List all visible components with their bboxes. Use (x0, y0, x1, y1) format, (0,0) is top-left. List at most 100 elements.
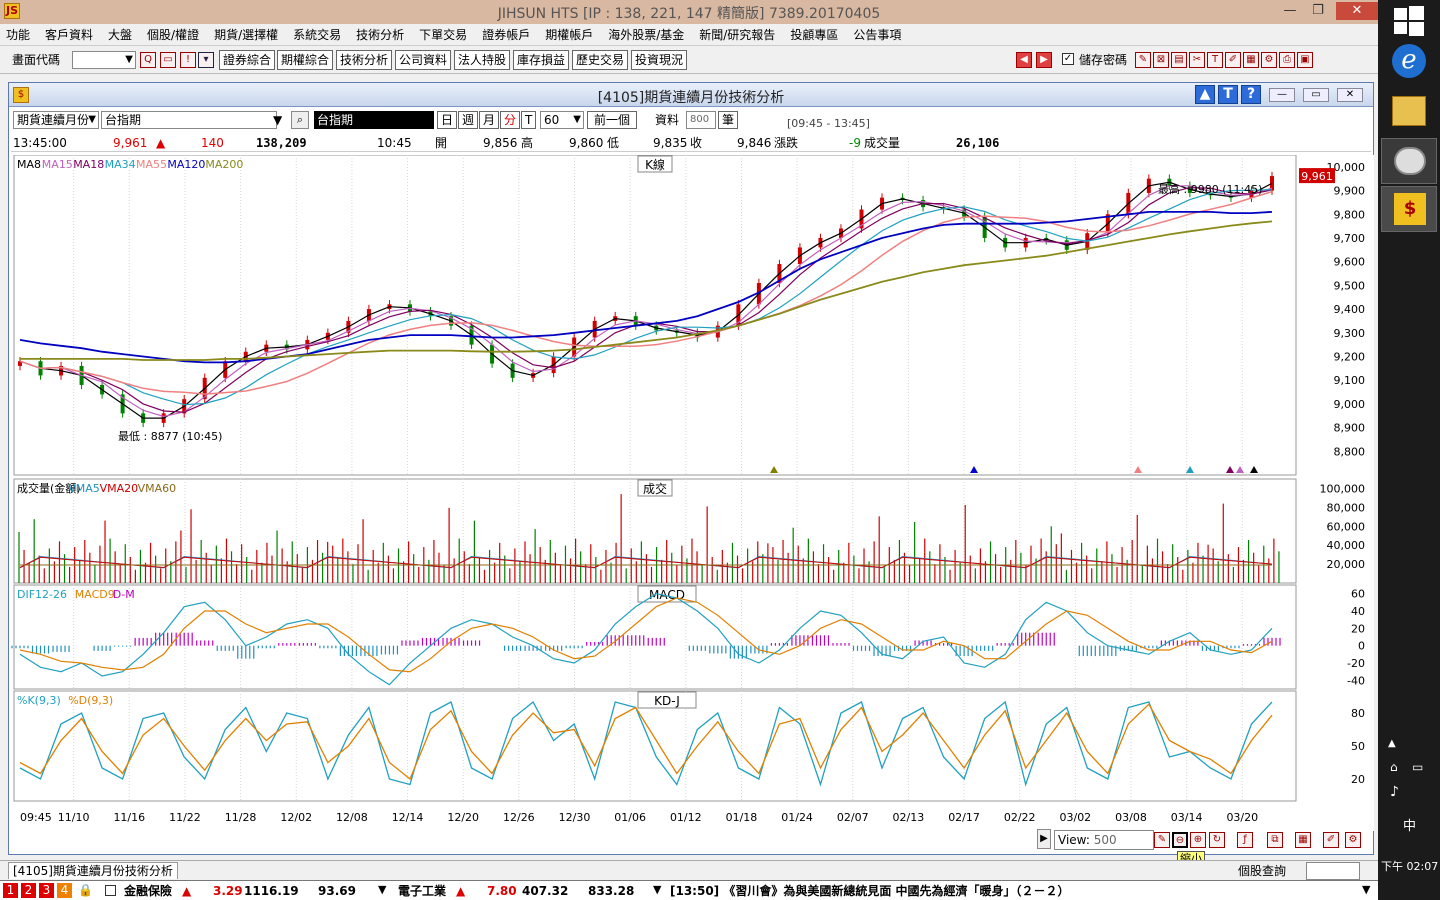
magnifier-icon[interactable]: ⌕ (291, 111, 309, 129)
history-trade-button[interactable]: 歷史交易 (572, 50, 629, 70)
move-up-icon[interactable]: ▲ (1195, 85, 1215, 104)
tray-display-icon[interactable]: ▭ (1412, 760, 1424, 774)
period-tick-button[interactable]: T (521, 111, 537, 129)
news-dropdown-icon[interactable]: ▼ (1362, 883, 1371, 896)
page-2-button[interactable]: 2 (21, 883, 36, 898)
arrow-left-icon[interactable]: ◀ (1016, 52, 1032, 68)
tab-tech-analysis[interactable]: [4105]期貨連續月份技術分析 (8, 862, 178, 879)
ime-indicator[interactable]: 中 (1403, 819, 1417, 834)
alert-icon[interactable]: ! (180, 52, 196, 68)
save-password-checkbox[interactable]: ✓ (1062, 53, 1074, 65)
futures-summary-button[interactable]: 期權綜合 (277, 50, 334, 70)
period-minute-button[interactable]: 分 (500, 111, 521, 129)
tray-expand-icon[interactable]: ▲ (1388, 738, 1396, 749)
period-month-button[interactable]: 月 (479, 111, 500, 129)
page-4-button[interactable]: 4 (57, 883, 72, 898)
refresh-icon[interactable]: ↻ (1209, 832, 1225, 848)
windows-start-icon[interactable] (1394, 6, 1424, 36)
menu-market[interactable]: 大盤 (108, 28, 133, 42)
symbol-input[interactable]: 台指期 (101, 111, 277, 129)
product-select[interactable]: 期貨連續月份 ▼ (13, 111, 99, 129)
pin-icon[interactable]: ✎ (1154, 832, 1170, 848)
taskbar-clock[interactable]: 下午 02:07 (1381, 860, 1439, 873)
tray-network-icon[interactable]: ⌂ (1390, 760, 1398, 774)
data-unit-button[interactable]: 筆 (718, 111, 739, 129)
copy-icon[interactable]: ⧉ (1267, 832, 1283, 848)
table-icon[interactable]: ▦ (1295, 832, 1311, 848)
tool-icon-9[interactable]: ⎙ (1279, 52, 1295, 68)
period-day-button[interactable]: 日 (437, 111, 458, 129)
scroll-right-icon[interactable]: ▶ (1037, 829, 1051, 849)
y-tick-label: 8,800 (1334, 445, 1366, 458)
hts-taskbar-icon[interactable]: $ (1381, 186, 1437, 232)
window-icon[interactable]: ▭ (160, 52, 176, 68)
investment-status-button[interactable]: 投資現況 (631, 50, 688, 70)
dropdown-icon[interactable]: ▾ (198, 52, 214, 68)
inner-minimize-icon[interactable]: — (1269, 88, 1295, 102)
inventory-pnl-button[interactable]: 庫存損益 (513, 50, 570, 70)
menu-securities-account[interactable]: 證券帳戶 (482, 28, 531, 42)
securities-summary-button[interactable]: 證券綜合 (219, 50, 276, 70)
menu-order[interactable]: 下單交易 (419, 28, 468, 42)
text-tool-icon[interactable]: T (1218, 85, 1238, 104)
screen-code-input[interactable]: ▼ (72, 51, 136, 69)
ticker-item1-dropdown-icon[interactable]: ▼ (378, 883, 387, 896)
chart-area[interactable]: 09:45 11/10 11/16 11/22 11/28 12/02 12/08 12/14… (10, 154, 1374, 831)
volume-icon[interactable]: ♪ (1390, 784, 1399, 800)
menu-news[interactable]: 新聞/研究報告 (699, 28, 776, 42)
menu-tech-analysis[interactable]: 技術分析 (356, 28, 405, 42)
inner-close-icon[interactable]: ✕ (1337, 88, 1363, 102)
arrow-right-icon[interactable]: ▶ (1036, 52, 1052, 68)
text-icon[interactable]: T (1207, 52, 1223, 68)
tool-icon-2[interactable]: ⊠ (1153, 52, 1169, 68)
data-count-input[interactable]: 800 (686, 111, 716, 129)
draw-icon[interactable]: ✐ (1323, 832, 1339, 848)
menu-system-trade[interactable]: 系統交易 (293, 28, 342, 42)
interval-select[interactable]: 60 ▼ (540, 111, 584, 129)
internet-explorer-icon[interactable]: e (1392, 44, 1426, 78)
menu-futures-options[interactable]: 期貨/選擇權 (214, 28, 279, 42)
inner-restore-icon[interactable]: ▭ (1303, 88, 1329, 102)
view-field[interactable]: View: 500 (1054, 830, 1154, 850)
search-icon[interactable]: Q (140, 52, 156, 68)
tool-icon-3[interactable]: ▤ (1171, 52, 1187, 68)
tech-analysis-button[interactable]: 技術分析 (336, 50, 393, 70)
menu-overseas[interactable]: 海外股票/基金 (608, 28, 685, 42)
zoom-in-icon[interactable]: ⊕ (1190, 832, 1206, 848)
restore-icon[interactable]: ❐ (1312, 3, 1324, 18)
tool-icon-7[interactable]: ▦ (1243, 52, 1259, 68)
page-3-button[interactable]: 3 (39, 883, 54, 898)
ticker-item2-dropdown-icon[interactable]: ▼ (653, 883, 662, 896)
paint-taskbar-icon[interactable] (1381, 138, 1437, 184)
file-explorer-icon[interactable] (1392, 96, 1426, 126)
menu-announcements[interactable]: 公告事項 (853, 28, 902, 42)
menu-function[interactable]: 功能 (6, 28, 31, 42)
settings-icon[interactable]: ⚙ (1345, 832, 1361, 848)
tool-icon-8[interactable]: ⚙ (1261, 52, 1277, 68)
news-ticker[interactable]: [13:50] 《習川會》為與美國新總統見面 中國先為經濟「暖身」（２－２） (670, 884, 1070, 898)
menu-stock-warrant[interactable]: 個股/權證 (147, 28, 200, 42)
macd-line (19, 597, 1273, 673)
prev-button[interactable]: 前一個 (587, 111, 637, 129)
menu-advisory[interactable]: 投顧專區 (790, 28, 839, 42)
tool-icon-6[interactable]: ✐ (1225, 52, 1241, 68)
tool-icon-10[interactable]: ▣ (1297, 52, 1313, 68)
stock-query-input[interactable] (1306, 862, 1360, 880)
close-icon[interactable]: ✕ (1336, 2, 1378, 20)
minimize-icon[interactable]: — (1283, 3, 1297, 18)
lock-icon[interactable]: 🔒 (78, 883, 93, 897)
tool-icon-1[interactable]: ✎ (1135, 52, 1151, 68)
institutional-holding-button[interactable]: 法人持股 (454, 50, 511, 70)
zoom-out-icon[interactable]: ⊖ (1172, 832, 1188, 848)
menu-futures-account[interactable]: 期權帳戶 (545, 28, 594, 42)
chart-svg[interactable]: 09:45 11/10 11/16 11/22 11/28 12/02 12/08 12/14… (10, 154, 1374, 831)
symbol-dropdown-icon[interactable]: ▼ (273, 113, 283, 127)
page-1-button[interactable]: 1 (3, 883, 18, 898)
menu-customer[interactable]: 客戶資料 (45, 28, 94, 42)
company-info-button[interactable]: 公司資料 (395, 50, 452, 70)
tool-icon-4[interactable]: ✂ (1189, 52, 1205, 68)
indicator-icon[interactable]: ƒ (1237, 832, 1253, 848)
ticker-checkbox[interactable] (105, 885, 116, 896)
period-week-button[interactable]: 週 (458, 111, 479, 129)
help-icon[interactable]: ? (1241, 85, 1261, 104)
